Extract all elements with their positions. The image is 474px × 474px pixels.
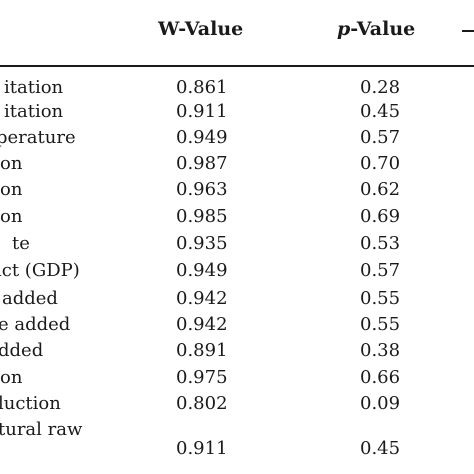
row-label: itation xyxy=(4,101,64,122)
p-value-cell: 0.53 xyxy=(360,233,401,254)
p-value-cell: 0.57 xyxy=(360,260,401,281)
w-value-cell: 0.949 xyxy=(176,127,228,148)
row-label: on xyxy=(0,367,23,388)
w-value-cell: 0.963 xyxy=(176,179,228,200)
w-value-cell: 0.911 xyxy=(176,438,228,459)
w-value-cell: 0.975 xyxy=(176,367,228,388)
p-value-cell: 0.38 xyxy=(360,340,401,361)
p-value-cell: 0.69 xyxy=(360,206,401,227)
p-value-cell: 0.57 xyxy=(360,127,401,148)
w-value-cell: 0.802 xyxy=(176,393,228,414)
w-value-cell: 0.987 xyxy=(176,153,228,174)
header-dash xyxy=(462,30,474,32)
w-value-header: W-Value xyxy=(158,18,244,40)
p-value-cell: 0.62 xyxy=(360,179,401,200)
table-row: on 0.987 0.70 xyxy=(0,152,474,176)
p-value-cell: 0.45 xyxy=(360,101,401,122)
w-value-cell: 0.891 xyxy=(176,340,228,361)
row-label: perature xyxy=(0,127,76,148)
w-value-cell: 0.942 xyxy=(176,314,228,335)
table-row: itation 0.861 0.28 xyxy=(0,76,474,100)
p-value-cell: 0.66 xyxy=(360,367,401,388)
table-row: added 0.942 0.55 xyxy=(0,287,474,311)
row-label: luction xyxy=(0,393,61,414)
w-value-cell: 0.942 xyxy=(176,288,228,309)
row-label: dded xyxy=(0,340,44,361)
row-label: te xyxy=(12,233,30,254)
p-value-suffix: -Value xyxy=(350,18,416,40)
table-row: tural raw 0.911 0.45 xyxy=(0,419,474,461)
w-value-cell: 0.935 xyxy=(176,233,228,254)
table-row: on 0.975 0.66 xyxy=(0,366,474,390)
row-label: added xyxy=(2,288,58,309)
row-label-top-line: tural raw xyxy=(0,419,83,440)
table-row: luction 0.802 0.09 xyxy=(0,392,474,416)
p-value-cell: 0.70 xyxy=(360,153,401,174)
row-label: on xyxy=(0,153,23,174)
row-label: on xyxy=(0,179,23,200)
w-value-cell: 0.911 xyxy=(176,101,228,122)
row-label: on xyxy=(0,206,23,227)
w-value-cell: 0.861 xyxy=(176,77,228,98)
p-symbol: p xyxy=(337,18,351,40)
header-rule xyxy=(0,65,474,67)
table-row: itation 0.911 0.45 xyxy=(0,100,474,124)
table-row: perature 0.949 0.57 xyxy=(0,126,474,150)
row-label: e added xyxy=(0,314,71,335)
table-row: ict (GDP) 0.949 0.57 xyxy=(0,259,474,283)
w-value-cell: 0.985 xyxy=(176,206,228,227)
table-row: dded 0.891 0.38 xyxy=(0,339,474,363)
table-row: on 0.985 0.69 xyxy=(0,205,474,229)
p-value-cell: 0.55 xyxy=(360,314,401,335)
p-value-cell: 0.09 xyxy=(360,393,401,414)
row-label: itation xyxy=(4,77,64,98)
p-value-cell: 0.45 xyxy=(360,438,401,459)
p-value-cell: 0.55 xyxy=(360,288,401,309)
table-row: te 0.935 0.53 xyxy=(0,232,474,256)
row-label: ict (GDP) xyxy=(0,260,80,281)
w-value-cell: 0.949 xyxy=(176,260,228,281)
table-row: e added 0.942 0.55 xyxy=(0,313,474,337)
table-row: on 0.963 0.62 xyxy=(0,178,474,202)
p-value-header: p-Value xyxy=(337,14,415,44)
p-value-cell: 0.28 xyxy=(360,77,401,98)
